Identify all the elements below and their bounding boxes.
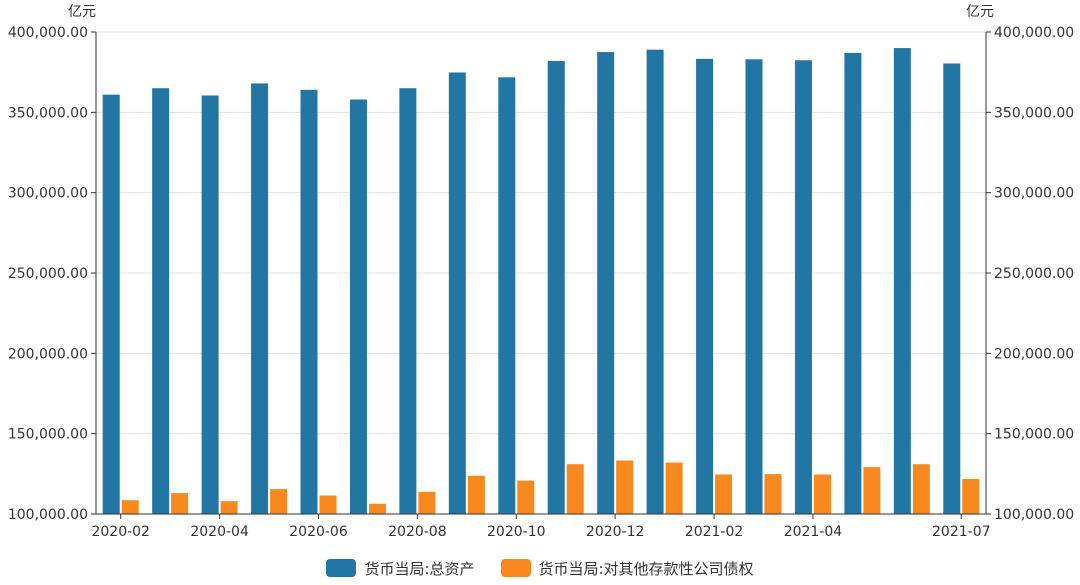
y-tick-label-left: 100,000.00 [8, 507, 88, 523]
bar-claims-on-banks [863, 467, 881, 514]
y-tick-label-right: 150,000.00 [994, 427, 1074, 443]
y-tick-label-right: 200,000.00 [994, 346, 1074, 362]
legend-label-total-assets: 货币当局:总资产 [364, 559, 475, 578]
x-tick-label: 2020-02 [91, 524, 150, 540]
bar-claims-on-banks [517, 480, 535, 514]
bar-claims-on-banks [665, 462, 683, 514]
bar-total-assets [646, 49, 664, 514]
y-tick-label-left: 400,000.00 [8, 25, 88, 41]
bar-total-assets [349, 99, 367, 514]
bar-total-assets [498, 77, 516, 515]
y-tick-label-right: 250,000.00 [994, 266, 1074, 282]
bar-total-assets [448, 72, 466, 514]
x-tick-label: 2021-02 [685, 524, 744, 540]
bar-claims-on-banks [912, 464, 930, 514]
y-tick-label-left: 150,000.00 [8, 427, 88, 443]
bar-total-assets [696, 58, 714, 515]
bar-total-assets [745, 59, 763, 515]
bar-claims-on-banks [270, 489, 288, 514]
bar-claims-on-banks [813, 474, 831, 514]
legend-item-claims-on-banks[interactable]: 货币当局:对其他存款性公司债权 [500, 558, 754, 579]
bar-total-assets [201, 95, 219, 515]
x-tick-label: 2021-07 [932, 524, 991, 540]
bar-total-assets [152, 88, 170, 514]
bar-total-assets [597, 52, 615, 514]
y-tick-label-left: 350,000.00 [8, 105, 88, 121]
bar-claims-on-banks [764, 474, 782, 514]
legend-swatch-claims-on-banks [500, 559, 531, 577]
y-tick-label-left: 250,000.00 [8, 266, 88, 282]
bar-claims-on-banks [715, 474, 733, 514]
axes: 亿元 亿元 100,000.00 100,000.00 150,000.00 150,… [8, 4, 1074, 540]
bar-claims-on-banks [962, 478, 980, 514]
x-tick-label: 2020-12 [586, 524, 645, 540]
bar-claims-on-banks [368, 503, 386, 514]
y-tick-label-right: 100,000.00 [994, 507, 1074, 523]
y-tick-label-right: 400,000.00 [994, 25, 1074, 41]
y-axis-label-left: 亿元 [68, 4, 96, 20]
bar-claims-on-banks [121, 500, 139, 514]
legend: 货币当局:总资产 货币当局:对其他存款性公司债权 [0, 555, 1080, 581]
bar-claims-on-banks [319, 495, 337, 514]
legend-item-total-assets[interactable]: 货币当局:总资产 [326, 558, 475, 579]
bar-total-assets [399, 88, 417, 514]
x-tick-label: 2020-06 [289, 524, 348, 540]
bar-total-assets [943, 63, 961, 515]
legend-label-claims-on-banks: 货币当局:对其他存款性公司债权 [538, 559, 754, 578]
y-tick-label-right: 350,000.00 [994, 105, 1074, 121]
y-axis-label-right: 亿元 [966, 4, 994, 20]
bar-claims-on-banks [220, 501, 238, 514]
y-tick-label-left: 200,000.00 [8, 346, 88, 362]
bars [102, 48, 980, 515]
x-tick-label: 2020-04 [190, 524, 249, 540]
bar-claims-on-banks [616, 460, 634, 514]
bar-claims-on-banks [467, 475, 485, 514]
bar-claims-on-banks [566, 464, 584, 514]
bar-claims-on-banks [418, 491, 436, 514]
bar-total-assets [844, 52, 862, 515]
bar-total-assets [102, 94, 120, 514]
x-tick-label: 2020-10 [487, 524, 546, 540]
bar-total-assets [794, 60, 812, 514]
legend-swatch-total-assets [326, 559, 357, 577]
x-tick-label: 2021-04 [784, 524, 843, 540]
bar-total-assets [547, 60, 565, 515]
y-tick-label-left: 300,000.00 [8, 186, 88, 202]
x-tick-label: 2020-08 [388, 524, 447, 540]
bar-chart: 亿元 亿元 100,000.00 100,000.00 150,000.00 150,… [8, 4, 1074, 540]
bar-claims-on-banks [171, 493, 189, 514]
grid-lines [96, 31, 986, 515]
bar-total-assets [251, 83, 269, 514]
bar-total-assets [300, 89, 318, 514]
bar-total-assets [893, 48, 911, 515]
y-tick-label-right: 300,000.00 [994, 186, 1074, 202]
